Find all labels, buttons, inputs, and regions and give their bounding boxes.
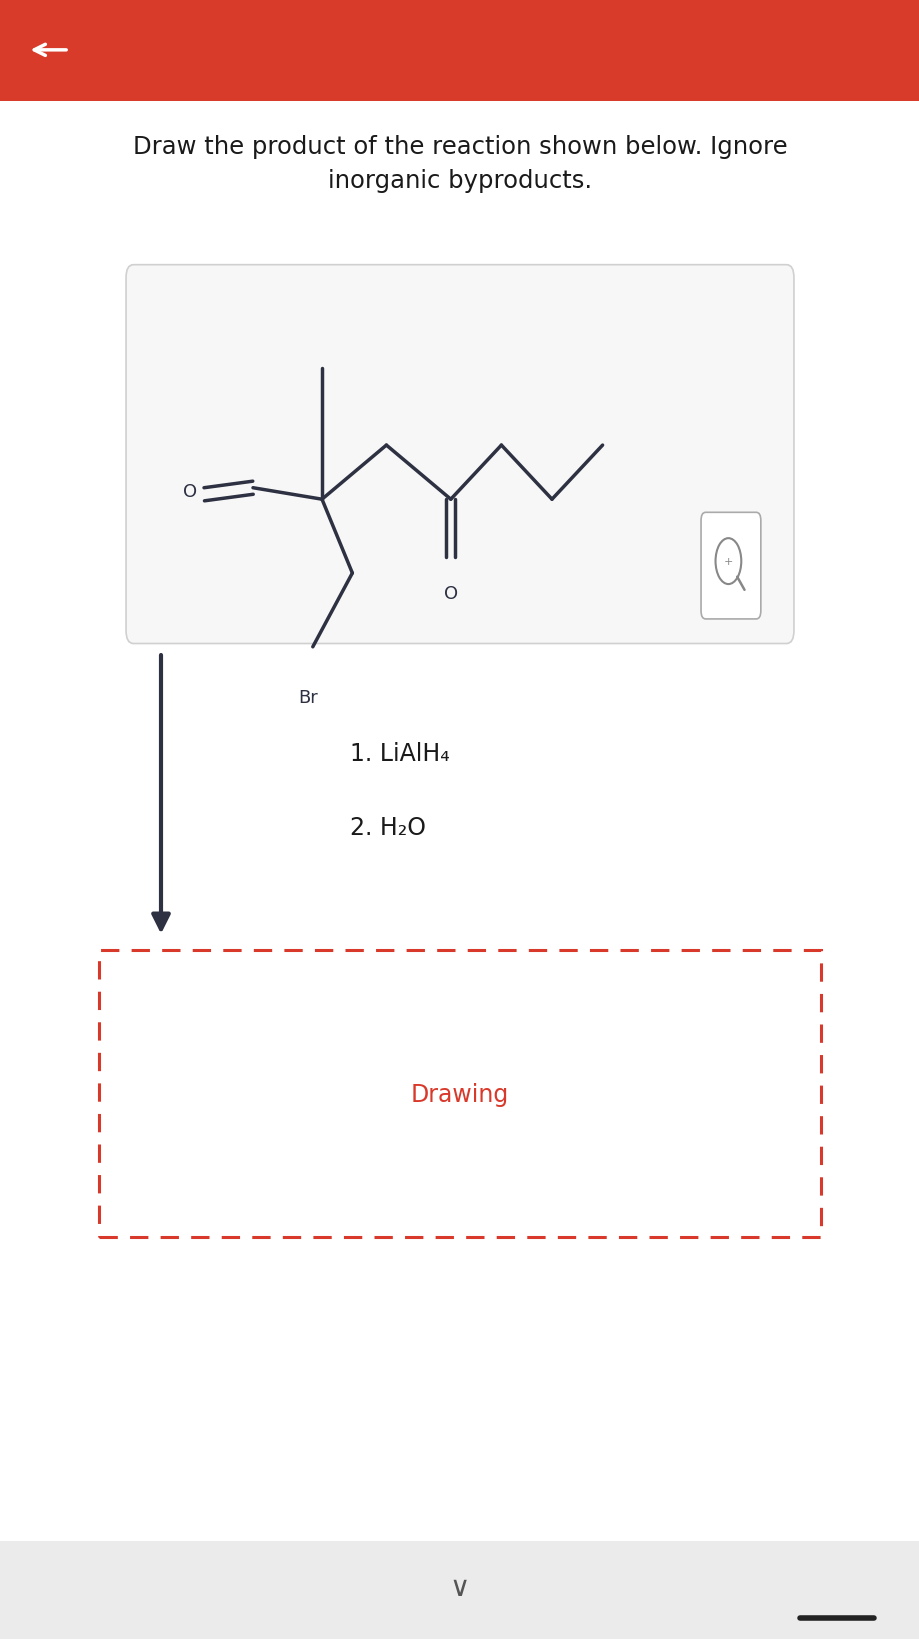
Bar: [0, 1541, 919, 1639]
Text: Br: Br: [298, 688, 318, 706]
FancyBboxPatch shape: [700, 513, 760, 620]
Text: O: O: [183, 484, 198, 500]
Text: Drawing: Drawing: [411, 1082, 508, 1106]
Text: +: +: [723, 557, 732, 567]
FancyBboxPatch shape: [126, 266, 793, 644]
Text: Draw the product of the reaction shown below. Ignore
inorganic byproducts.: Draw the product of the reaction shown b…: [132, 134, 787, 193]
Text: O: O: [443, 585, 458, 603]
Text: ∨: ∨: [449, 1572, 470, 1601]
Text: 1. LiAlH₄: 1. LiAlH₄: [349, 742, 448, 765]
Bar: [0, 0, 919, 102]
Bar: [99, 951, 820, 1237]
Text: 2. H₂O: 2. H₂O: [349, 816, 425, 839]
